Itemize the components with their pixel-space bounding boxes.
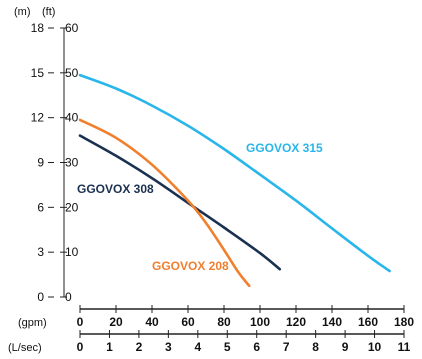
m-tick-label: 0 xyxy=(37,290,44,304)
lsec-tick-label: 0 xyxy=(77,340,84,354)
series-line-ggovox-315 xyxy=(78,73,391,273)
gpm-tick-label: 100 xyxy=(250,315,270,329)
series-label-ggovox-308: GGOVOX 308 xyxy=(77,182,154,196)
lsec-unit-label: (L/sec) xyxy=(8,342,42,354)
gpm-tick-label: 60 xyxy=(181,315,195,329)
ft-tick-label: 30 xyxy=(65,156,79,170)
m-tick-label: 6 xyxy=(37,200,44,214)
lsec-tick-label: 11 xyxy=(398,340,411,354)
gpm-tick-label: 20 xyxy=(109,315,123,329)
gpm-tick-label: 120 xyxy=(286,315,306,329)
m-tick-label: 9 xyxy=(37,156,44,170)
series-label-ggovox-208: GGOVOX 208 xyxy=(152,259,229,273)
gpm-tick-label: 40 xyxy=(145,315,159,329)
lsec-tick-label: 8 xyxy=(312,340,319,354)
ft-tick-label: 60 xyxy=(65,21,79,35)
gpm-unit-label: (gpm) xyxy=(18,317,47,329)
m-tick-label: 18 xyxy=(31,21,45,35)
ft-tick-label: 10 xyxy=(65,245,79,259)
lsec-tick-label: 2 xyxy=(136,340,143,354)
gpm-tick-label: 160 xyxy=(358,315,378,329)
gpm-tick-label: 80 xyxy=(217,315,231,329)
ft-tick-label: 40 xyxy=(65,111,79,125)
lsec-tick-label: 10 xyxy=(368,340,382,354)
lsec-tick-label: 9 xyxy=(342,340,349,354)
lsec-tick-label: 1 xyxy=(106,340,113,354)
lsec-tick-label: 5 xyxy=(224,340,231,354)
series-line-ggovox-208 xyxy=(78,118,251,288)
lsec-tick-label: 6 xyxy=(253,340,260,354)
gpm-tick-label: 0 xyxy=(77,315,84,329)
lsec-tick-label: 3 xyxy=(165,340,172,354)
lsec-tick-label: 7 xyxy=(283,340,290,354)
ft-tick-label: 50 xyxy=(65,66,79,80)
gpm-tick-label: 140 xyxy=(322,315,342,329)
ft-unit-label: (ft) xyxy=(42,6,55,18)
gpm-tick-label: 180 xyxy=(394,315,414,329)
series-label-ggovox-315: GGOVOX 315 xyxy=(246,141,323,155)
lsec-tick-label: 4 xyxy=(194,340,201,354)
m-unit-label: (m) xyxy=(14,6,31,18)
m-tick-label: 3 xyxy=(37,245,44,259)
m-tick-label: 15 xyxy=(31,66,45,80)
ft-tick-label: 0 xyxy=(65,290,72,304)
ft-tick-label: 20 xyxy=(65,200,79,214)
series-line-ggovox-308 xyxy=(78,134,282,271)
m-tick-label: 12 xyxy=(31,111,45,125)
